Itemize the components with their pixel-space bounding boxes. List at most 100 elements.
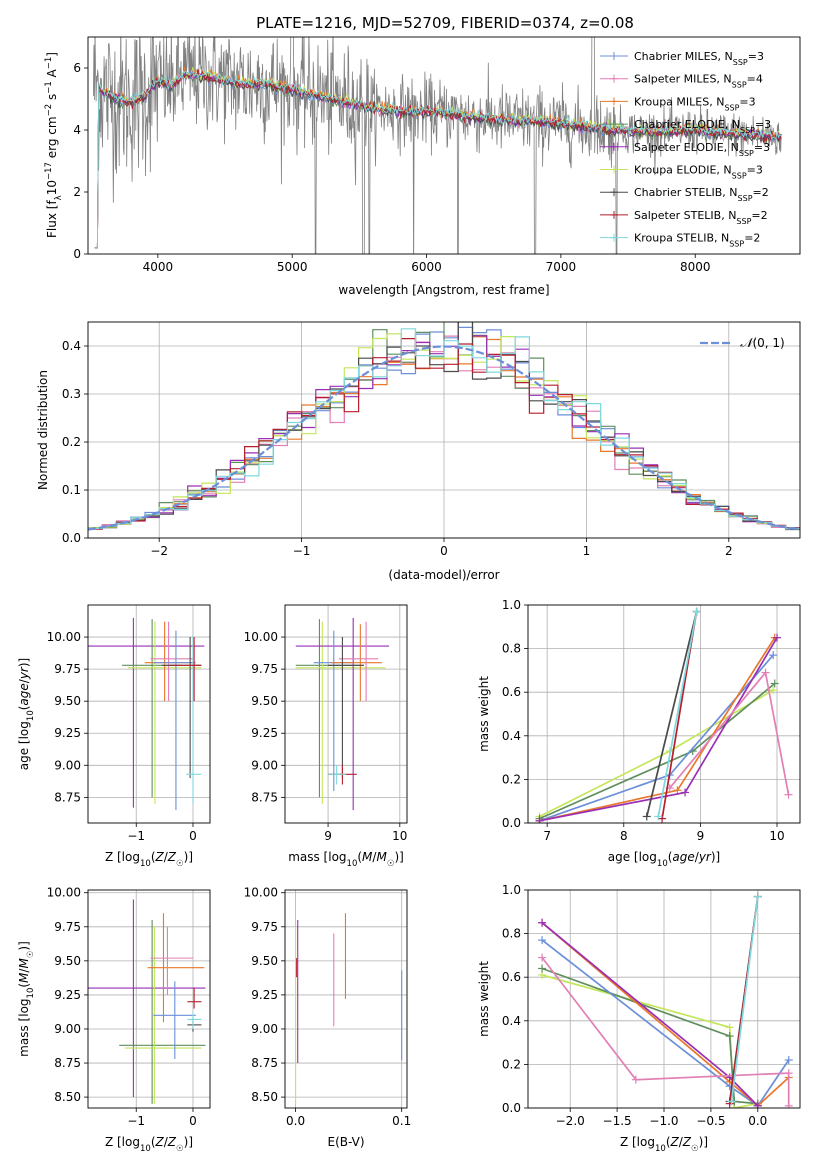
legend-label: Chabrier STELIB, N <box>634 186 738 199</box>
weight-line <box>541 974 758 1108</box>
legend-label-sub: SSP <box>732 80 747 89</box>
label-part: −1 <box>44 81 54 94</box>
y-tick-label: 9.00 <box>54 758 81 772</box>
axes-frame <box>87 889 211 1109</box>
plot-area <box>88 899 206 1104</box>
label-part: M <box>17 958 31 969</box>
y-tick-label: 2 <box>73 185 81 199</box>
y-tick-label: 9.50 <box>54 954 81 968</box>
y-tick-label: 0.4 <box>502 729 521 743</box>
label-part: Z <box>670 1135 680 1149</box>
label-part: ] <box>45 52 59 57</box>
label-part: age [log <box>17 721 31 770</box>
plot-area <box>93 37 782 254</box>
x-axis-label: Z [log10(Z/Z☉)] <box>620 1135 708 1154</box>
label-part: λ <box>54 195 64 200</box>
y-tick-label: 0.6 <box>502 685 521 699</box>
x-tick-label: −1.5 <box>603 1114 632 1128</box>
legend-entry: Salpeter STELIB, NSSP=2 <box>634 209 768 226</box>
x-tick-label: −1.0 <box>649 1114 678 1128</box>
y-tick-label: 0.4 <box>62 339 81 353</box>
y-axis-label: mass [log10(M/M☉)] <box>17 941 36 1057</box>
weight-line <box>657 611 698 817</box>
x-axis-label: mass [log10(M/M☉)] <box>288 850 404 869</box>
legend-label-sub: SSP <box>733 58 748 67</box>
y-tick-label: 9.00 <box>54 1022 81 1036</box>
residual-histogram-panel: −2 −1 0 1 2 0.0 0.1 0.2 0.3 0.4 (data-model)/error… <box>36 321 801 582</box>
legend-label: Salpeter MILES, N <box>634 73 732 86</box>
label-part: 10 <box>657 859 668 869</box>
y-tick-label: 8.75 <box>54 1056 81 1070</box>
axes-frame <box>87 36 801 255</box>
legend-label: Salpeter ELODIE, N <box>634 141 739 154</box>
label-part: M <box>17 972 31 983</box>
label-part: Z <box>155 850 165 864</box>
legend: 𝒩(0, 1) <box>700 336 785 351</box>
axes-frame <box>87 604 211 824</box>
label-part: age <box>17 683 31 705</box>
x-axis-label: E(B-V) <box>327 1135 364 1149</box>
label-part: Z <box>167 850 177 864</box>
y-tick-label: 4 <box>73 123 81 137</box>
y-tick-label: 9.50 <box>251 694 278 708</box>
y-tick-label: 10.00 <box>244 630 278 644</box>
label-part: )] <box>184 1135 193 1149</box>
label-part: 10 <box>140 859 151 869</box>
axes-frame <box>284 889 408 1109</box>
legend-entry: Chabrier ELODIE, NSSP=3 <box>634 118 771 135</box>
y-tick-label: 9.75 <box>54 920 81 934</box>
x-tick-label: 5000 <box>277 260 308 274</box>
axes-frame <box>527 604 801 824</box>
x-tick-label: 2 <box>725 544 733 558</box>
plot-area <box>88 617 205 811</box>
legend-label-sub: SSP <box>724 103 739 112</box>
label-part: −2 <box>44 104 54 117</box>
label-part: Z [log <box>105 850 140 864</box>
weight-line <box>730 896 759 1102</box>
x-tick-label: −2.0 <box>556 1114 585 1128</box>
weight-line <box>645 611 698 817</box>
x-tick-label: −1 <box>293 544 311 558</box>
legend-label-tail: =3 <box>747 164 763 177</box>
label-part: A <box>45 68 59 81</box>
y-tick-label: 10.00 <box>47 630 81 644</box>
spectrum-panel: 4000 5000 6000 7000 8000 0 2 4 6 wavelength [Angs… <box>44 36 801 297</box>
x-axis-label: wavelength [Angstrom, rest frame] <box>338 283 549 297</box>
x-tick-label: −2 <box>150 544 168 558</box>
y-tick-label: 0.6 <box>502 970 521 984</box>
x-axis-label: Z [log10(Z/Z☉)] <box>105 1135 193 1154</box>
label-part: M <box>362 850 373 864</box>
legend-label-sub: SSP <box>738 194 753 203</box>
legend-label: Salpeter STELIB, N <box>634 209 736 222</box>
legend-entry: Kroupa MILES, NSSP=3 <box>634 95 756 112</box>
x-tick-label: 0 <box>440 544 448 558</box>
y-tick-label: 1.0 <box>502 598 521 612</box>
label-part: )] <box>711 850 720 864</box>
x-axis-label: Z [log10(Z/Z☉)] <box>105 850 193 869</box>
y-tick-label: 9.00 <box>251 758 278 772</box>
y-tick-label: 8.75 <box>251 1056 278 1070</box>
y-tick-label: 0.8 <box>502 927 521 941</box>
legend-label: Chabrier ELODIE, N <box>634 118 740 131</box>
legend-label-sub: SSP <box>736 216 751 225</box>
y-tick-label: 8.50 <box>251 1090 278 1104</box>
y-tick-label: 9.25 <box>251 726 278 740</box>
y-tick-label: 9.75 <box>54 662 81 676</box>
label-part: mass [log <box>288 850 346 864</box>
label-part: mass [log <box>17 998 31 1056</box>
x-tick-label: 10 <box>392 829 407 843</box>
y-tick-label: 6 <box>73 61 81 75</box>
label-part: / <box>372 850 377 864</box>
x-tick-label: 0 <box>189 1114 197 1128</box>
weight-line <box>539 654 774 822</box>
label-part: / <box>695 850 700 864</box>
x-tick-label: 0.0 <box>748 1114 767 1128</box>
y-axis-label: Normed distribution <box>36 370 50 490</box>
legend-label-sub: SSP <box>740 126 755 135</box>
legend-label-sub: SSP <box>732 171 747 180</box>
y-tick-label: 8.75 <box>251 790 278 804</box>
label-part: 10 <box>140 1144 151 1154</box>
label-part: age <box>672 850 694 864</box>
plot-area <box>295 617 390 811</box>
